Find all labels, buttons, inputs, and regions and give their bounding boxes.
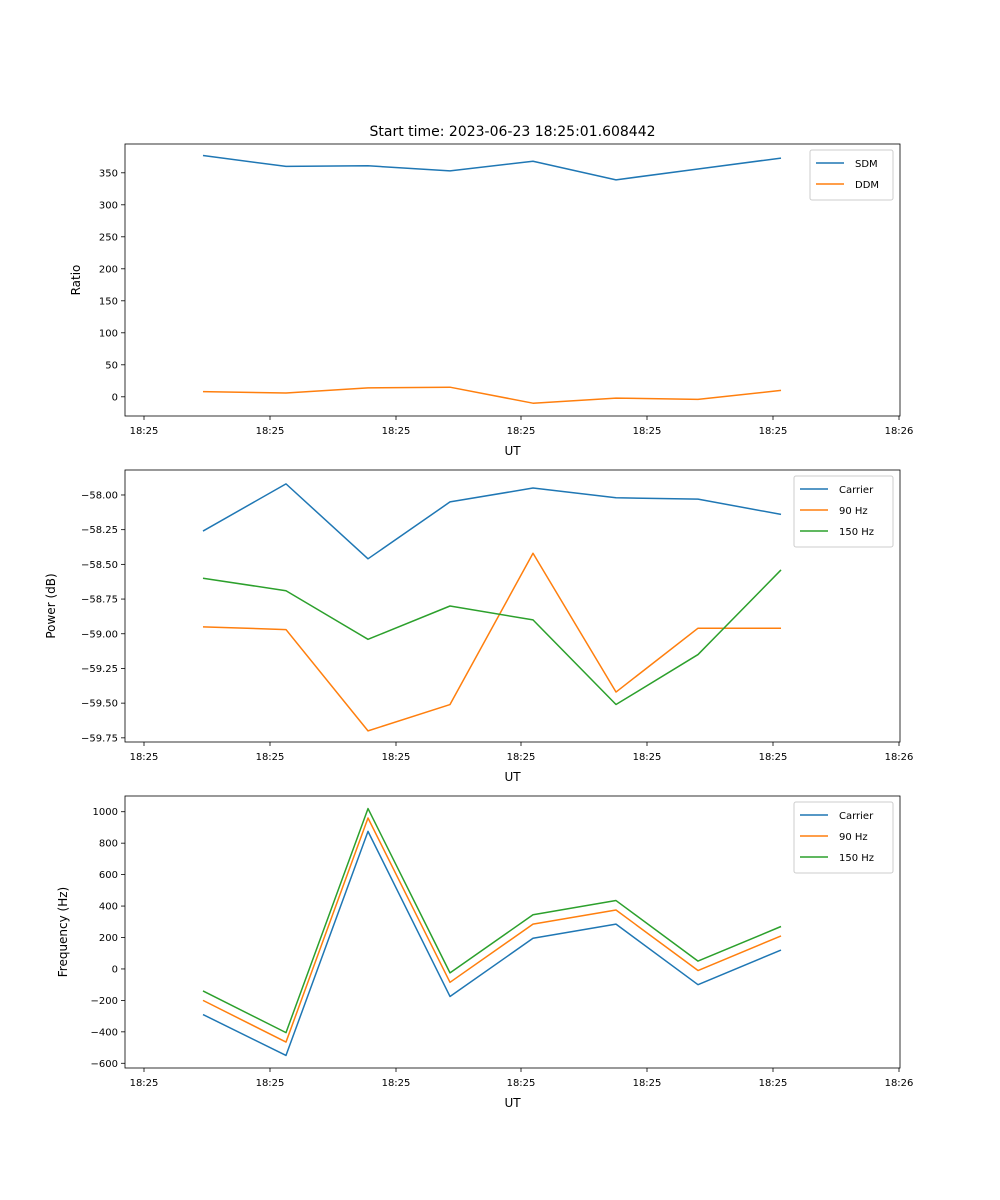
y-tick-label: 0 [112, 964, 118, 975]
y-tick-label: −59.25 [81, 664, 118, 675]
x-tick-label: 18:25 [633, 1078, 662, 1089]
plot-frame [124, 143, 901, 417]
legend-label: Carrier [839, 485, 874, 496]
legend-box [793, 801, 894, 874]
y-tick-label: 50 [105, 360, 118, 371]
y-axis-label: Ratio [69, 265, 83, 296]
y-tick-label: 1000 [93, 807, 118, 818]
y-tick-label: 200 [99, 264, 118, 275]
x-tick-label: 18:25 [256, 426, 285, 437]
plot-frame [124, 469, 901, 743]
x-tick-label: 18:25 [633, 426, 662, 437]
x-tick-label: 18:25 [130, 1078, 159, 1089]
x-tick-label: 18:25 [382, 426, 411, 437]
series-line-carrier [202, 830, 782, 1057]
x-tick-label: 18:25 [507, 752, 536, 763]
legend-label: 90 Hz [839, 832, 868, 843]
x-tick-label: 18:26 [885, 1078, 914, 1089]
y-axis-label: Power (dB) [44, 573, 58, 638]
series-line-carrier [202, 483, 782, 560]
legend-label: 90 Hz [839, 506, 868, 517]
x-tick-label: 18:25 [633, 752, 662, 763]
y-tick-label: −400 [91, 1027, 118, 1038]
x-tick-label: 18:26 [885, 752, 914, 763]
axes-ratio: 18:25 18:25 18:25 18:25 18:25 18:25 18:26 UT 0 50… [69, 143, 914, 458]
x-tick-label: 18:25 [759, 752, 788, 763]
legend-label: SDM [855, 159, 878, 170]
x-tick-label: 18:25 [382, 1078, 411, 1089]
x-tick-label: 18:25 [507, 426, 536, 437]
legend-label: Carrier [839, 811, 874, 822]
x-tick-label: 18:25 [759, 426, 788, 437]
y-tick-label: −58.00 [81, 490, 118, 501]
x-axis-label: UT [504, 1096, 521, 1110]
legend-box [793, 475, 894, 548]
y-tick-label: 100 [99, 328, 118, 339]
series-line-90-hz [202, 817, 782, 1043]
y-tick-label: −59.75 [81, 733, 118, 744]
series-line-150-hz [202, 807, 782, 1034]
legend-box [809, 149, 894, 201]
x-tick-label: 18:25 [130, 426, 159, 437]
figure-title: Start time: 2023-06-23 18:25:01.608442 [369, 124, 655, 140]
x-tick-label: 18:26 [885, 426, 914, 437]
y-tick-label: 250 [99, 232, 118, 243]
y-tick-label: 400 [99, 902, 118, 913]
y-tick-label: 300 [99, 200, 118, 211]
y-tick-label: 350 [99, 168, 118, 179]
y-tick-label: −600 [91, 1059, 118, 1070]
x-tick-label: 18:25 [382, 752, 411, 763]
series-line-90-hz [202, 552, 781, 732]
legend-label: 150 Hz [839, 527, 874, 538]
series-line-150-hz [202, 569, 782, 706]
series-line-ddm [202, 386, 782, 404]
axes-container: 18:25 18:25 18:25 18:25 18:25 18:25 18:26 UT 0 50… [44, 143, 914, 1110]
y-tick-label: −58.25 [81, 525, 118, 536]
x-tick-label: 18:25 [759, 1078, 788, 1089]
x-tick-label: 18:25 [507, 1078, 536, 1089]
legend-label: DDM [855, 180, 879, 191]
y-tick-label: 600 [99, 870, 118, 881]
x-tick-label: 18:25 [130, 752, 159, 763]
x-tick-label: 18:25 [256, 1078, 285, 1089]
legend-label: 150 Hz [839, 853, 874, 864]
y-tick-label: 800 [99, 839, 118, 850]
axes-frequency: 18:25 18:25 18:25 18:25 18:25 18:25 18:26 UT −60… [56, 795, 914, 1110]
axes-power: 18:25 18:25 18:25 18:25 18:25 18:25 18:26 UT −59… [44, 469, 914, 784]
plot-frame [124, 795, 901, 1069]
y-axis-label: Frequency (Hz) [56, 887, 70, 978]
x-tick-label: 18:25 [256, 752, 285, 763]
x-axis-label: UT [504, 770, 521, 784]
y-tick-label: −59.50 [81, 699, 118, 710]
x-axis-label: UT [504, 444, 521, 458]
y-tick-label: −58.75 [81, 595, 118, 606]
y-tick-label: −59.00 [81, 629, 118, 640]
series-line-sdm [202, 154, 782, 181]
y-tick-label: 200 [99, 933, 118, 944]
y-tick-label: 150 [99, 296, 118, 307]
y-tick-label: 0 [112, 392, 118, 403]
y-tick-label: −58.50 [81, 560, 118, 571]
y-tick-label: −200 [91, 996, 118, 1007]
